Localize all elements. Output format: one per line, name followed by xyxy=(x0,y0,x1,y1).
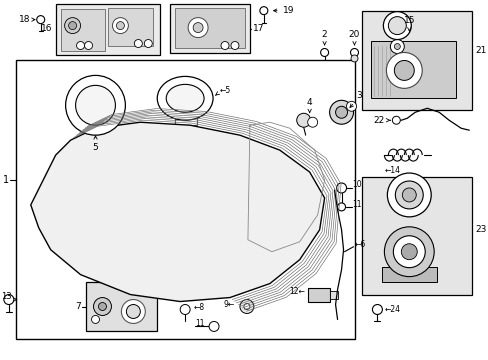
Bar xyxy=(371,41,455,98)
Bar xyxy=(175,97,197,125)
Text: 20: 20 xyxy=(348,30,360,39)
Circle shape xyxy=(307,117,317,127)
Text: 18: 18 xyxy=(19,15,30,24)
Bar xyxy=(61,9,105,50)
Text: ←8: ←8 xyxy=(193,303,204,312)
Circle shape xyxy=(230,41,239,50)
Text: 11: 11 xyxy=(195,319,204,328)
Bar xyxy=(386,35,427,58)
Circle shape xyxy=(402,188,415,202)
Circle shape xyxy=(320,49,328,57)
Circle shape xyxy=(394,181,423,209)
Circle shape xyxy=(4,294,14,305)
Circle shape xyxy=(64,18,81,33)
Circle shape xyxy=(98,302,106,310)
Circle shape xyxy=(386,173,430,217)
Circle shape xyxy=(350,55,357,62)
Bar xyxy=(382,267,436,282)
Text: 21: 21 xyxy=(474,46,486,55)
Text: ←6: ←6 xyxy=(354,240,365,249)
Circle shape xyxy=(336,183,346,193)
Circle shape xyxy=(386,53,421,88)
Bar xyxy=(362,177,471,294)
Circle shape xyxy=(393,44,400,50)
Circle shape xyxy=(68,22,77,30)
Bar xyxy=(329,291,337,298)
Text: ←14: ←14 xyxy=(384,166,400,175)
Circle shape xyxy=(77,41,84,50)
Ellipse shape xyxy=(157,76,213,120)
Circle shape xyxy=(384,227,433,276)
Ellipse shape xyxy=(166,84,203,112)
Text: 11: 11 xyxy=(352,201,361,210)
Text: 3: 3 xyxy=(356,91,362,100)
Circle shape xyxy=(76,85,115,125)
Polygon shape xyxy=(31,122,324,302)
Circle shape xyxy=(350,49,358,57)
Text: 10: 10 xyxy=(352,180,362,189)
Text: 16: 16 xyxy=(41,24,53,33)
Bar xyxy=(362,11,471,110)
Text: ←24: ←24 xyxy=(384,305,400,314)
Circle shape xyxy=(259,7,267,15)
Circle shape xyxy=(393,60,413,80)
Circle shape xyxy=(392,236,425,268)
Bar xyxy=(307,288,329,302)
Circle shape xyxy=(387,17,406,35)
Circle shape xyxy=(296,113,310,127)
Text: 19: 19 xyxy=(282,6,294,15)
Circle shape xyxy=(401,244,416,260)
Circle shape xyxy=(209,321,219,332)
Circle shape xyxy=(188,18,208,37)
Circle shape xyxy=(37,15,44,24)
Bar xyxy=(85,282,157,332)
Text: 17: 17 xyxy=(252,24,264,33)
Circle shape xyxy=(240,300,253,314)
Circle shape xyxy=(180,305,190,315)
Circle shape xyxy=(134,40,142,48)
Text: 22: 22 xyxy=(372,116,384,125)
Circle shape xyxy=(93,298,111,315)
Text: 5: 5 xyxy=(92,143,98,152)
Text: 1: 1 xyxy=(3,175,9,185)
Text: 13: 13 xyxy=(1,292,12,301)
Circle shape xyxy=(181,107,191,117)
Text: 15: 15 xyxy=(403,16,414,25)
Text: ←5: ←5 xyxy=(220,86,231,95)
Circle shape xyxy=(65,75,125,135)
Bar xyxy=(16,60,354,339)
Text: 7: 7 xyxy=(75,302,81,311)
Circle shape xyxy=(383,12,410,40)
Circle shape xyxy=(389,40,404,54)
Text: 2: 2 xyxy=(321,30,327,39)
Circle shape xyxy=(112,18,128,33)
Circle shape xyxy=(121,300,145,323)
Bar xyxy=(175,8,244,48)
Circle shape xyxy=(91,315,99,323)
Text: 23: 23 xyxy=(474,225,486,234)
Bar xyxy=(56,4,160,55)
Circle shape xyxy=(116,22,124,30)
Circle shape xyxy=(244,303,249,310)
Circle shape xyxy=(391,116,400,124)
Bar xyxy=(170,4,249,54)
Circle shape xyxy=(346,101,356,111)
Text: 9←: 9← xyxy=(223,300,235,309)
Circle shape xyxy=(221,41,228,50)
Circle shape xyxy=(372,305,382,315)
Circle shape xyxy=(84,41,92,50)
Circle shape xyxy=(335,106,347,118)
Circle shape xyxy=(126,305,140,319)
Circle shape xyxy=(193,23,203,32)
Circle shape xyxy=(144,40,152,48)
Circle shape xyxy=(329,100,353,124)
Text: 4: 4 xyxy=(306,98,312,107)
Bar xyxy=(108,8,153,45)
Circle shape xyxy=(337,203,345,211)
Text: 12←: 12← xyxy=(288,287,304,296)
